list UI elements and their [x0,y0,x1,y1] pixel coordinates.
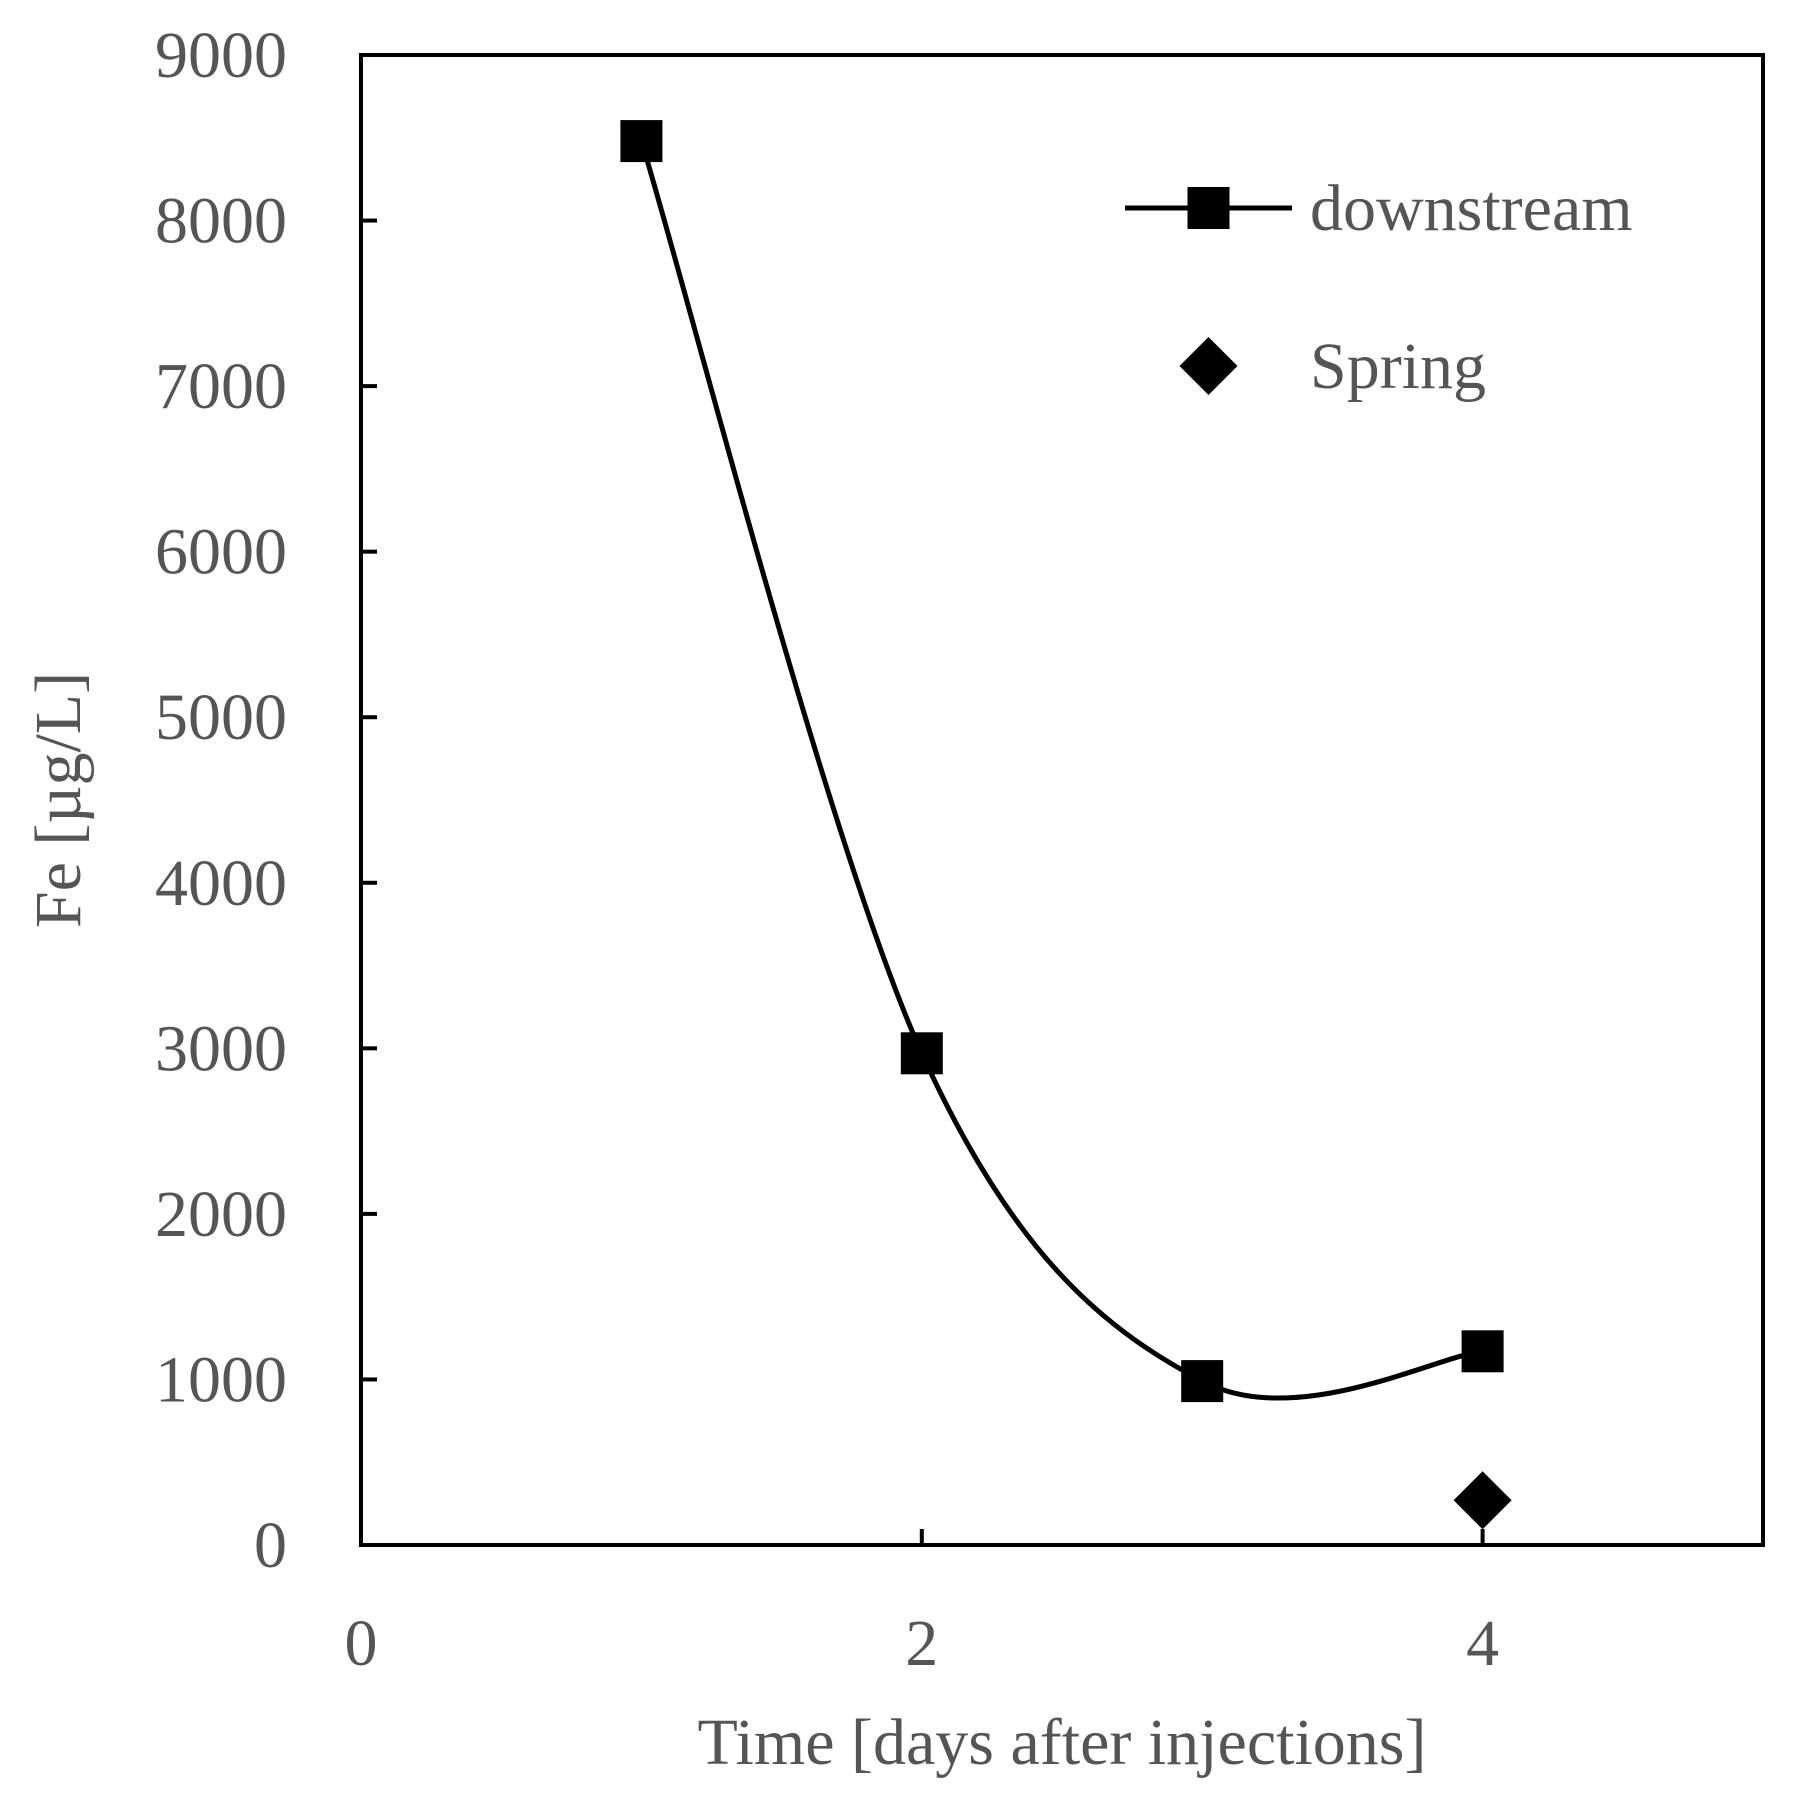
legend-spring-label: Spring [1310,330,1486,403]
x-axis-title: Time [days after injections] [698,1706,1427,1779]
y-axis-ticks: 0 1000 2000 3000 4000 5000 6000 7000 8000 9000 [155,19,377,1582]
y-tick-label: 7000 [155,350,287,423]
downstream-point [1461,1330,1504,1373]
x-axis-ticks: 0 2 4 [345,1529,1499,1680]
legend-downstream-marker [1187,187,1230,229]
y-tick-label: 1000 [155,1343,287,1416]
y-tick-label: 9000 [155,19,287,92]
legend: downstream Spring [1125,172,1633,403]
plot-area-frame [359,53,1765,1547]
y-axis-title: Fe [µg/L] [22,672,95,928]
y-tick-label: 0 [254,1509,287,1582]
spring-point [1453,1471,1512,1530]
y-tick-label: 2000 [155,1178,287,1251]
y-tick-label: 3000 [155,1012,287,1085]
downstream-point [900,1032,943,1075]
y-tick-label: 4000 [155,847,287,920]
x-tick-label: 2 [905,1607,938,1680]
legend-spring-marker [1179,337,1238,395]
downstream-line [639,140,1483,1401]
downstream-point [620,120,663,163]
y-tick-label: 8000 [155,185,287,258]
downstream-point [1181,1360,1224,1403]
legend-downstream-label: downstream [1310,172,1633,245]
series-layer [620,120,1512,1530]
y-tick-label: 6000 [155,516,287,589]
x-tick-label: 0 [345,1607,378,1680]
y-tick-label: 5000 [155,681,287,754]
x-tick-label: 4 [1466,1607,1499,1680]
